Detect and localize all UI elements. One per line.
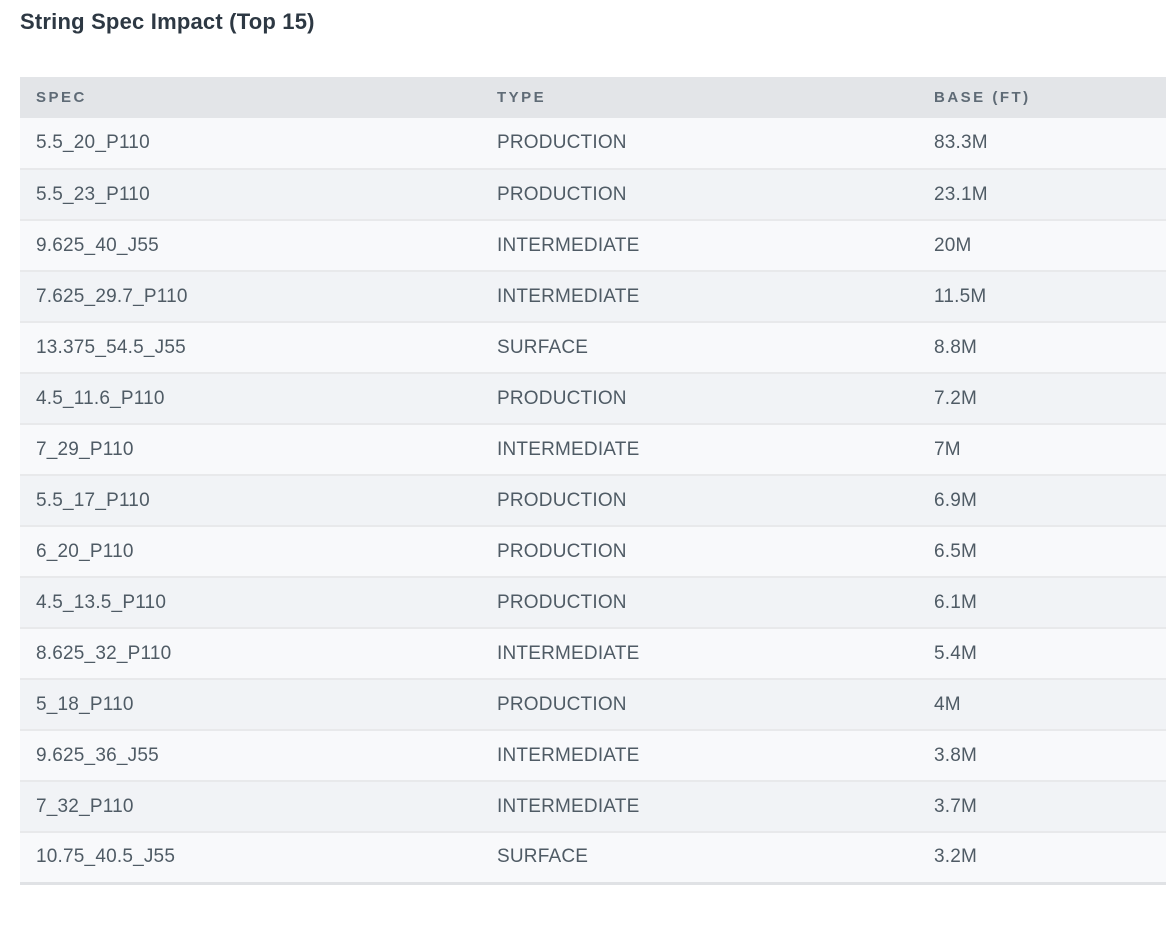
cell-base: 11.5M: [934, 285, 987, 307]
cell-base: 7.2M: [934, 387, 978, 409]
table-row: 13.375_54.5_J55 SURFACE 8.8M: [20, 322, 1166, 373]
table-header-row: SPEC TYPE BASE (FT): [20, 77, 1166, 118]
cell-type: INTERMEDIATE: [497, 234, 640, 256]
cell-type: INTERMEDIATE: [497, 438, 640, 460]
table-row: 10.75_40.5_J55 SURFACE 3.2M: [20, 832, 1166, 883]
cell-type: INTERMEDIATE: [497, 642, 640, 664]
cell-base: 6.5M: [934, 540, 978, 562]
table-row: 5_18_P110 PRODUCTION 4M: [20, 679, 1166, 730]
cell-type: PRODUCTION: [497, 387, 627, 409]
table-row: 4.5_11.6_P110 PRODUCTION 7.2M: [20, 373, 1166, 424]
column-header-type: TYPE: [481, 77, 918, 118]
cell-type: PRODUCTION: [497, 591, 627, 613]
table-row: 5.5_17_P110 PRODUCTION 6.9M: [20, 475, 1166, 526]
cell-spec: 4.5_13.5_P110: [36, 591, 167, 613]
cell-base: 4M: [934, 693, 961, 715]
cell-base: 3.8M: [934, 744, 978, 766]
table-row: 7_32_P110 INTERMEDIATE 3.7M: [20, 781, 1166, 832]
table-row: 7_29_P110 INTERMEDIATE 7M: [20, 424, 1166, 475]
cell-base: 6.1M: [934, 591, 978, 613]
cell-base: 3.7M: [934, 795, 978, 817]
cell-base: 8.8M: [934, 336, 978, 358]
cell-spec: 7_29_P110: [36, 438, 134, 460]
cell-spec: 5.5_17_P110: [36, 489, 150, 511]
cell-type: PRODUCTION: [497, 183, 627, 205]
cell-spec: 5.5_20_P110: [36, 132, 150, 153]
cell-spec: 9.625_36_J55: [36, 744, 159, 766]
cell-type: PRODUCTION: [497, 540, 627, 562]
table-body: 5.5_20_P110 PRODUCTION 83.3M 5.5_23_P110…: [20, 118, 1166, 883]
cell-type: INTERMEDIATE: [497, 744, 640, 766]
cell-spec: 9.625_40_J55: [36, 234, 159, 256]
cell-type: PRODUCTION: [497, 693, 627, 715]
cell-spec: 7.625_29.7_P110: [36, 285, 188, 307]
cell-type: INTERMEDIATE: [497, 795, 640, 817]
column-header-base-ft: BASE (FT): [918, 77, 1166, 118]
table-row: 7.625_29.7_P110 INTERMEDIATE 11.5M: [20, 271, 1166, 322]
cell-spec: 13.375_54.5_J55: [36, 336, 186, 358]
cell-spec: 10.75_40.5_J55: [36, 846, 176, 868]
cell-base: 83.3M: [934, 132, 988, 153]
cell-spec: 4.5_11.6_P110: [36, 387, 165, 409]
cell-spec: 6_20_P110: [36, 540, 134, 562]
cell-spec: 5_18_P110: [36, 693, 134, 715]
page-title: String Spec Impact (Top 15): [20, 9, 315, 34]
string-spec-impact-panel: String Spec Impact (Top 15) SPEC TYPE BA…: [20, 9, 1166, 885]
table-row: 8.625_32_P110 INTERMEDIATE 5.4M: [20, 628, 1166, 679]
cell-base: 23.1M: [934, 183, 988, 205]
cell-type: PRODUCTION: [497, 132, 627, 153]
cell-spec: 8.625_32_P110: [36, 642, 172, 664]
cell-base: 20M: [934, 234, 972, 256]
table-row: 5.5_20_P110 PRODUCTION 83.3M: [20, 118, 1166, 169]
cell-type: INTERMEDIATE: [497, 285, 640, 307]
cell-type: SURFACE: [497, 846, 589, 868]
cell-base: 5.4M: [934, 642, 978, 664]
cell-type: SURFACE: [497, 336, 589, 358]
spec-table: SPEC TYPE BASE (FT) 5.5_20_P110 PRODUCTI…: [20, 77, 1166, 885]
cell-spec: 7_32_P110: [36, 795, 134, 817]
cell-type: PRODUCTION: [497, 489, 627, 511]
table-row: 6_20_P110 PRODUCTION 6.5M: [20, 526, 1166, 577]
cell-base: 3.2M: [934, 846, 978, 868]
cell-base: 7M: [934, 438, 961, 460]
table-row: 5.5_23_P110 PRODUCTION 23.1M: [20, 169, 1166, 220]
table-row: 9.625_40_J55 INTERMEDIATE 20M: [20, 220, 1166, 271]
column-header-spec: SPEC: [20, 77, 481, 118]
table-row: 9.625_36_J55 INTERMEDIATE 3.8M: [20, 730, 1166, 781]
table-row: 4.5_13.5_P110 PRODUCTION 6.1M: [20, 577, 1166, 628]
cell-spec: 5.5_23_P110: [36, 183, 150, 205]
cell-base: 6.9M: [934, 489, 978, 511]
